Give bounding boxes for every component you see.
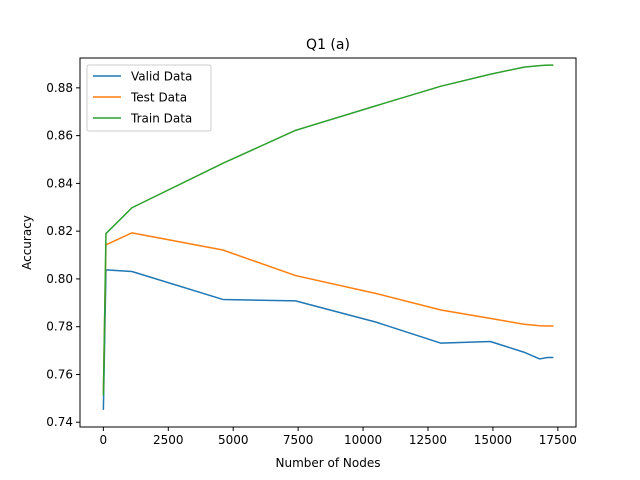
x-tick-label: 2500 [153,433,184,447]
y-axis-label: Accuracy [20,215,34,270]
y-tick-label: 0.82 [46,224,73,238]
x-tick-label: 7500 [283,433,314,447]
legend-box [86,64,212,132]
plot-lines [102,64,554,410]
legend-label: Test Data [130,91,187,105]
x-tick-label: 15000 [474,433,512,447]
chart-title: Q1 (a) [306,37,350,53]
legend: Valid Data Test Data Train Data [86,64,212,132]
y-axis: 0.74 0.76 0.78 0.80 0.82 0.84 0.86 0.88 [46,81,80,429]
x-axis: 0 2500 5000 7500 10000 12500 15000 17500 [100,427,577,447]
x-tick-label: 5000 [218,433,249,447]
x-tick-label: 12500 [409,433,447,447]
plot-frame [79,57,577,428]
series-line-valid-data [102,269,554,410]
series-line-test-data [102,232,554,392]
x-tick-label: 0 [100,433,108,447]
x-tick-label: 10000 [344,433,382,447]
y-tick-label: 0.78 [46,320,73,334]
legend-label: Train Data [130,112,192,126]
x-tick-label: 17500 [539,433,577,447]
y-tick-label: 0.76 [46,367,73,381]
y-tick-label: 0.86 [46,129,73,143]
x-axis-label: Number of Nodes [276,456,381,470]
series-line-train-data [102,64,554,396]
y-tick-label: 0.80 [46,272,73,286]
y-tick-label: 0.74 [46,415,73,429]
legend-label: Valid Data [131,70,192,84]
y-tick-label: 0.84 [46,176,73,190]
y-tick-label: 0.88 [46,81,73,95]
